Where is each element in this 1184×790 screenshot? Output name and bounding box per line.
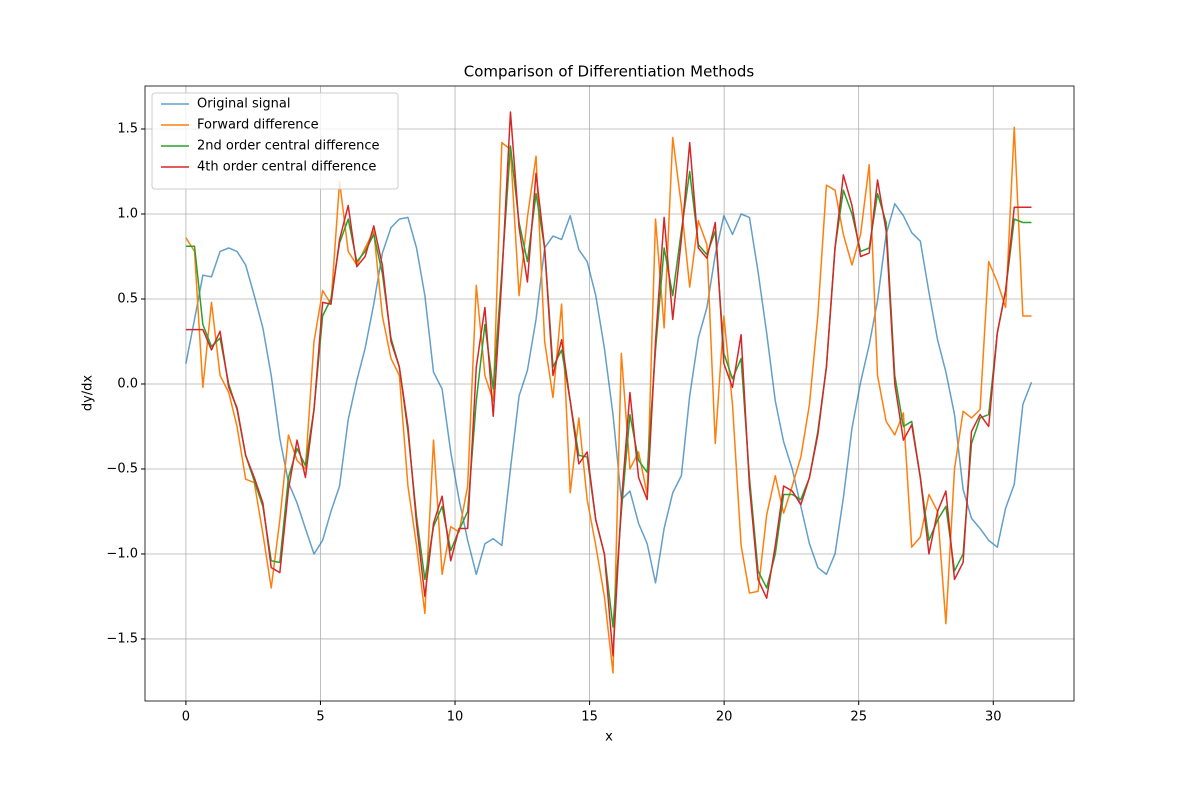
- x-tick-label: 20: [716, 710, 733, 725]
- legend-label: 4th order central difference: [197, 160, 376, 175]
- legend: Original signal Forward difference 2nd ord…: [151, 92, 399, 190]
- y-tick-label: 0.5: [117, 291, 138, 306]
- x-axis-label: x: [605, 730, 613, 745]
- x-tick-label: 15: [581, 710, 598, 725]
- y-tick-label: −1.5: [106, 631, 138, 646]
- x-tick-label: 5: [316, 710, 324, 725]
- x-tick-label: 30: [985, 710, 1002, 725]
- data-line: [185, 111, 1032, 657]
- y-tick-label: −0.5: [106, 461, 138, 476]
- y-axis-label: dy/dx: [81, 375, 96, 412]
- plot-area: [185, 111, 1033, 674]
- x-tick-label: 10: [447, 710, 464, 725]
- plot-frame: [144, 85, 1075, 702]
- legend-label: Original signal: [197, 97, 290, 112]
- legend-label: Forward difference: [197, 118, 319, 133]
- data-line: [185, 203, 1033, 584]
- x-tick-label: 0: [182, 710, 190, 725]
- x-tick-label: 25: [850, 710, 867, 725]
- data-line: [185, 126, 1032, 674]
- legend-label: 2nd order central difference: [197, 139, 380, 154]
- y-tick-label: 0.0: [117, 376, 138, 391]
- y-tick-label: 1.0: [117, 206, 138, 221]
- y-tick-label: 1.5: [117, 122, 138, 137]
- legend-box: [151, 92, 399, 190]
- y-tick-label: −1.0: [106, 546, 138, 561]
- chart-title: Comparison of Differentiation Methods: [464, 63, 755, 81]
